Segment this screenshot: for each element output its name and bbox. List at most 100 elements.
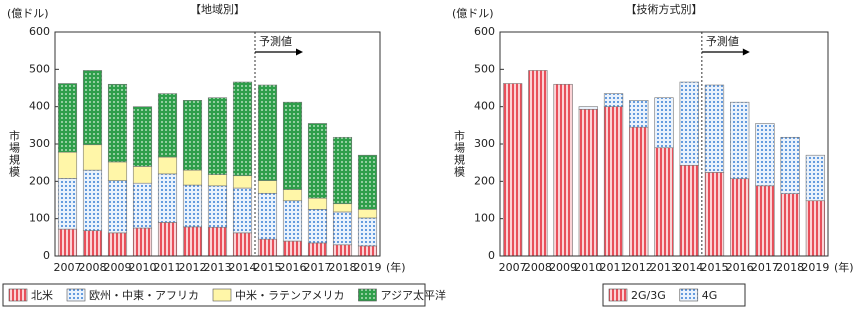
bar-segment [332, 211, 353, 246]
bar-segment [182, 226, 203, 257]
forecast-arrowhead [742, 48, 750, 56]
bar-segment [357, 154, 378, 210]
bar-segment [182, 169, 203, 186]
bar-segment [307, 197, 328, 210]
bar-segment [107, 232, 128, 257]
x-tick-label: 2010 [574, 261, 602, 274]
bar-segment [654, 97, 674, 149]
bar-segment [528, 70, 548, 257]
bar-segment [730, 178, 750, 257]
bar-segment [232, 187, 253, 234]
x-tick-label: 2009 [549, 261, 577, 274]
chart-title: 【技術方式別】 [626, 2, 703, 16]
bar-segment [704, 172, 725, 257]
bar-segment [157, 156, 178, 175]
x-tick-label: 2012 [625, 261, 653, 274]
legend-label: 2G/3G [631, 289, 666, 302]
annotation: 予測値 [259, 34, 292, 48]
bar-segment [332, 136, 353, 205]
y-unit: (億ドル) [452, 7, 494, 20]
y-tick-label: 400 [474, 100, 495, 113]
legend-label: 4G [702, 289, 718, 302]
x-tick-label: 2007 [54, 261, 82, 274]
bar-segment [57, 228, 78, 257]
bar-segment [357, 209, 378, 219]
y-tick-label: 0 [488, 249, 495, 262]
y-tick-label: 100 [474, 212, 495, 225]
x-tick-label: 2012 [179, 261, 207, 274]
x-tick-label: 2014 [675, 261, 703, 274]
bar-segment [132, 182, 153, 229]
x-tick-label: 2015 [700, 261, 728, 274]
x-tick-label: 2008 [524, 261, 552, 274]
x-unit: (年) [834, 260, 853, 274]
bar-segment [805, 200, 826, 257]
y-tick-label: 100 [29, 212, 50, 225]
bar-segment [182, 184, 203, 228]
bar-segment [730, 101, 750, 180]
x-tick-label: 2011 [154, 261, 182, 274]
bar-segment [780, 193, 800, 257]
bar-segment [307, 209, 328, 244]
legend-box [602, 283, 746, 307]
x-tick-label: 2009 [104, 261, 132, 274]
bar-segment [257, 180, 278, 194]
legend-box [2, 283, 426, 307]
bar-segment [257, 238, 278, 257]
x-tick-label: 2016 [726, 261, 754, 274]
legend-label: アジア太平洋 [380, 288, 446, 302]
bar-segment [629, 100, 649, 128]
bar-segment [502, 83, 523, 257]
bar-segment [57, 83, 78, 153]
legend-label: 欧州・中東・アフリカ [89, 289, 199, 302]
bar-segment [57, 151, 78, 179]
bar-segment [82, 70, 103, 146]
bar-segment [704, 84, 725, 173]
plot-frame [54, 31, 381, 257]
bar-segment [107, 180, 128, 234]
y-axis-label: 市場規模 [8, 129, 21, 178]
bar-segment [82, 230, 103, 257]
bar-segment [578, 108, 598, 257]
x-tick-label: 2016 [279, 261, 307, 274]
y-tick-label: 500 [29, 62, 50, 75]
bar-segment [307, 242, 328, 257]
bar-segment [282, 189, 303, 202]
bar-segment [679, 81, 699, 166]
plot-frame [499, 31, 829, 257]
bar-segment [357, 217, 378, 247]
x-tick-label: 2013 [650, 261, 678, 274]
x-tick-label: 2018 [329, 261, 357, 274]
bar-segment [553, 83, 573, 257]
x-tick-label: 2018 [776, 261, 804, 274]
chart-title: 【地域別】 [190, 3, 245, 16]
bar-segment [780, 136, 800, 194]
bar-segment [282, 101, 303, 190]
bar-segment [132, 106, 153, 167]
y-tick-label: 0 [43, 249, 50, 262]
bar-segment [207, 226, 228, 257]
bar-segment [207, 97, 228, 175]
bar-segment [805, 154, 826, 202]
bar-segment [332, 244, 353, 257]
bar-segment [232, 175, 253, 189]
bar-segment [282, 200, 303, 242]
bar-segment [629, 126, 649, 257]
forecast-arrowhead [296, 48, 303, 56]
y-unit: (億ドル) [7, 7, 49, 20]
bar-segment [182, 100, 203, 171]
bar-segment [578, 106, 598, 110]
bar-segment [57, 178, 78, 230]
x-tick-label: 2014 [229, 261, 257, 274]
y-tick-label: 200 [29, 174, 50, 187]
x-tick-label: 2017 [751, 261, 779, 274]
legend-label: 中米・ラテンアメリカ [235, 289, 344, 302]
y-tick-label: 400 [29, 100, 50, 113]
bar-segment [232, 232, 253, 257]
bar-segment [257, 192, 278, 240]
legend-swatch [8, 288, 28, 302]
y-tick-label: 500 [474, 62, 495, 75]
legend-label: 北米 [31, 289, 53, 302]
x-tick-label: 2010 [129, 261, 157, 274]
bar-segment [107, 83, 128, 163]
